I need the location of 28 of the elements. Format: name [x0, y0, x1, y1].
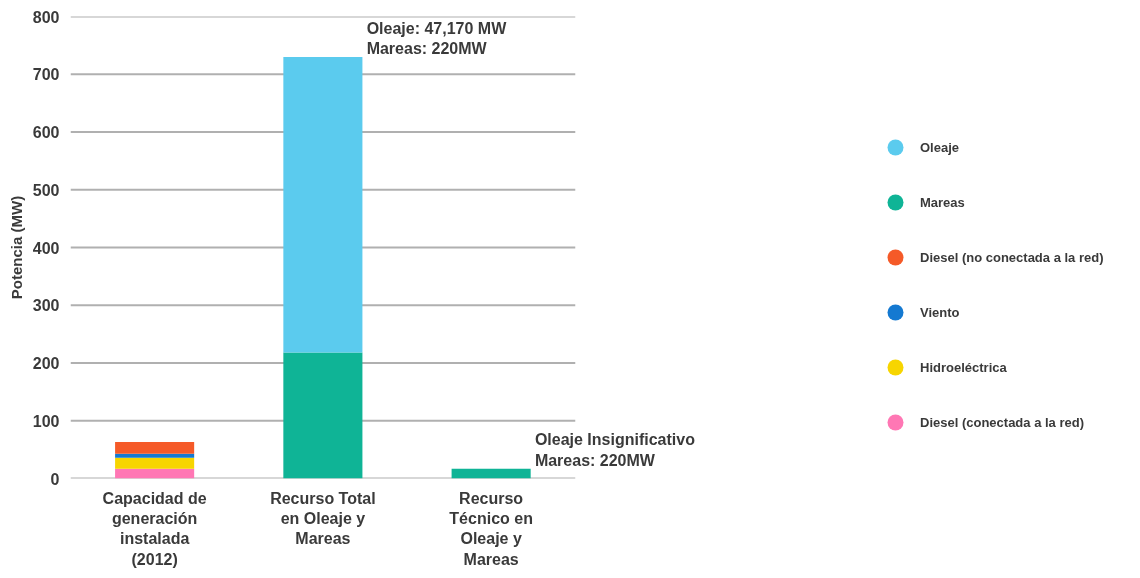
y-tick-label: 800 [32, 8, 60, 26]
x-tick-label: Recurso Total en Oleaje y Mareas [270, 489, 376, 548]
y-tick-label: 700 [32, 66, 60, 84]
annotation: Oleaje: 47,170 MW Mareas: 220MW [366, 19, 508, 57]
annotation: Oleaje Insignificativo Mareas: 220MW [534, 431, 696, 469]
bar [115, 457, 195, 469]
y-tick-label: 500 [32, 181, 60, 199]
y-tick-label: 600 [32, 124, 60, 141]
bar [451, 468, 531, 479]
bar [115, 442, 195, 454]
x-tick-label: Recurso Técnico en Oleaje y Mareas [449, 489, 533, 568]
bar [115, 468, 195, 479]
y-axis-title: Potencia (MW) [7, 195, 25, 300]
y-tick-label: 400 [32, 239, 60, 257]
legend-label: Diesel (no conectada a la red) [920, 249, 1104, 265]
legend-label: Mareas [920, 194, 965, 210]
y-tick-label: 0 [50, 470, 60, 488]
y-tick-label: 100 [32, 412, 60, 430]
bar [283, 352, 363, 479]
bar [115, 453, 195, 458]
legend-label: Diesel (conectada a la red) [920, 414, 1085, 430]
y-tick-label: 200 [32, 355, 60, 372]
legend-label: Oleaje [920, 139, 960, 155]
x-tick-label: Capacidad de generación instalada (2012) [102, 489, 207, 568]
legend-label: Viento [920, 304, 960, 320]
y-tick-label: 300 [32, 297, 60, 315]
bar [283, 56, 363, 353]
legend-label: Hidroeléctrica [920, 359, 1007, 375]
